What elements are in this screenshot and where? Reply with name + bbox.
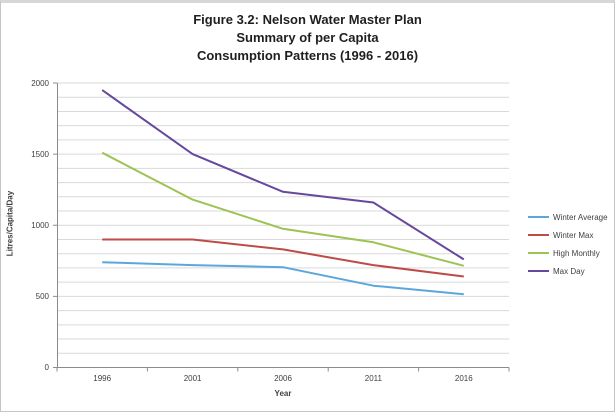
series-line-winter-average: [102, 261, 464, 296]
legend-item-high-monthly: High Monthly: [528, 244, 608, 262]
series-line-winter-max: [102, 238, 464, 278]
x-tick-label: 2011: [364, 374, 382, 383]
y-tick-label: 500: [35, 291, 49, 301]
legend-line-swatch: [528, 216, 549, 218]
series-line-high-monthly: [101, 151, 465, 267]
legend-label: Max Day: [553, 266, 585, 276]
y-tick-label: 1000: [31, 220, 49, 230]
legend-item-winter-average: Winter Average: [528, 208, 608, 226]
legend: Winter Average Winter Max High Monthly Max …: [528, 208, 608, 280]
y-tick-label: 1500: [31, 149, 49, 159]
y-axis-title: Litres/Capita/Day: [5, 190, 15, 257]
y-tick-label: 2000: [31, 78, 49, 88]
legend-label: Winter Max: [553, 230, 594, 240]
legend-label: Winter Average: [553, 212, 608, 222]
legend-line-swatch: [528, 270, 549, 272]
legend-line-swatch: [528, 234, 549, 236]
chart-title-line-2: Summary of per Capita: [236, 30, 379, 45]
chart-title-line-1: Figure 3.2: Nelson Water Master Plan: [193, 12, 422, 27]
x-tick-label: 2016: [454, 374, 473, 383]
x-tick-label: 1996: [93, 374, 112, 383]
y-tick-label: 0: [44, 363, 49, 372]
legend-label: High Monthly: [553, 248, 600, 258]
legend-line-swatch: [528, 252, 549, 254]
x-tick-label: 2001: [183, 374, 202, 383]
chart-title: Figure 3.2: Nelson Water Master Plan Sum…: [1, 11, 614, 65]
series-line-max-day: [101, 89, 465, 261]
chart-title-line-3: Consumption Patterns (1996 - 2016): [196, 48, 419, 63]
x-axis-title: Year: [274, 389, 292, 398]
legend-item-winter-max: Winter Max: [528, 226, 608, 244]
plot-area: [53, 82, 510, 372]
x-tick-label: 2006: [274, 374, 292, 383]
legend-item-max-day: Max Day: [528, 262, 608, 280]
